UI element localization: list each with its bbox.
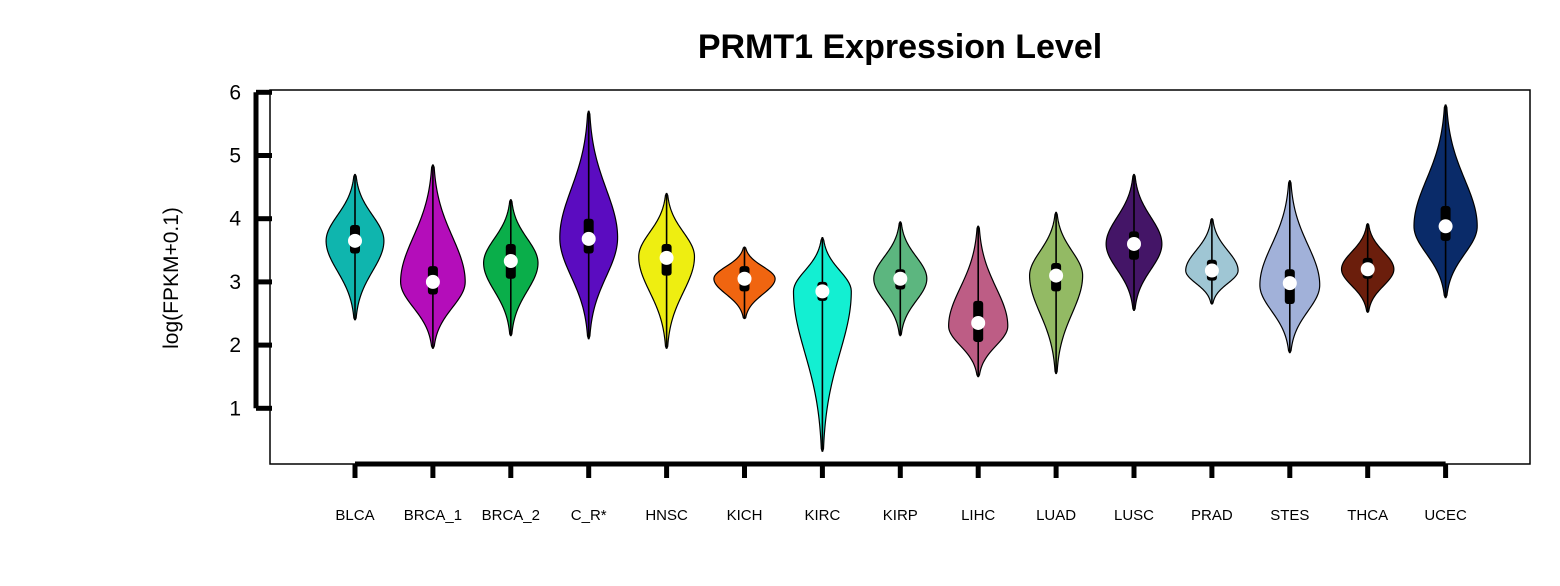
median-point	[581, 231, 596, 246]
median-point	[1438, 219, 1453, 234]
violins	[325, 104, 1478, 452]
violin-blca	[325, 173, 385, 321]
x-tick-label: KIRP	[883, 507, 918, 524]
violin-kich	[713, 246, 776, 320]
x-tick-label: UCEC	[1424, 507, 1467, 524]
y-tick-label: 2	[229, 334, 241, 357]
x-tick-label: BRCA_1	[404, 507, 462, 524]
median-point	[503, 254, 518, 269]
median-point	[659, 250, 674, 265]
violin-thca	[1340, 223, 1395, 313]
violin-stes	[1259, 180, 1321, 354]
x-tick-label: KIRC	[804, 507, 840, 524]
x-tick-label: LUAD	[1036, 507, 1076, 524]
median-point	[893, 271, 908, 286]
x-tick-label: PRAD	[1191, 507, 1233, 524]
x-tick-label: THCA	[1347, 507, 1388, 524]
median-point	[737, 271, 752, 286]
violin-brca-1	[399, 164, 466, 349]
y-axis: 1 2 3 4 5 6	[229, 81, 272, 420]
y-tick-label: 4	[229, 208, 241, 231]
median-point	[1049, 268, 1064, 283]
violin-hnsc	[638, 192, 696, 349]
x-tick-label: LIHC	[961, 507, 995, 524]
median-point	[1204, 263, 1219, 278]
violin-prad	[1185, 218, 1239, 305]
median-point	[971, 315, 986, 330]
x-tick-label: HNSC	[645, 507, 688, 524]
x-tick-label: C_R*	[571, 507, 607, 524]
chart-title: PRMT1 Expression Level	[698, 28, 1102, 66]
median-point	[1282, 276, 1297, 291]
y-tick-label: 6	[229, 81, 241, 104]
x-tick-label: LUSC	[1114, 507, 1154, 524]
median-point	[425, 274, 440, 289]
median-point	[1360, 262, 1375, 277]
y-tick-label: 1	[229, 397, 241, 420]
x-tick-label: BRCA_2	[482, 507, 540, 524]
median-point	[348, 233, 362, 248]
violin-lusc	[1105, 173, 1163, 311]
violin-luad	[1028, 211, 1084, 375]
y-tick-label: 3	[229, 271, 241, 294]
y-tick-label: 5	[229, 145, 241, 168]
x-axis: BLCA BRCA_1 BRCA_2 C_R* HNSC KICH KIRC KIRP LIHC…	[335, 461, 1467, 524]
violin-brca-2	[482, 199, 539, 337]
x-tick-label: KICH	[727, 507, 763, 524]
median-point	[1127, 236, 1141, 251]
x-tick-label: STES	[1270, 507, 1309, 524]
violin-kirp	[873, 221, 928, 337]
x-tick-label: BLCA	[335, 507, 374, 524]
y-axis-label: log(FPKM+0.1)	[160, 207, 183, 349]
violin-kirc	[792, 237, 852, 452]
violin-c-r-	[559, 110, 619, 340]
violin-ucec	[1413, 104, 1478, 299]
median-point	[815, 284, 830, 299]
violin-lihc	[948, 225, 1009, 378]
